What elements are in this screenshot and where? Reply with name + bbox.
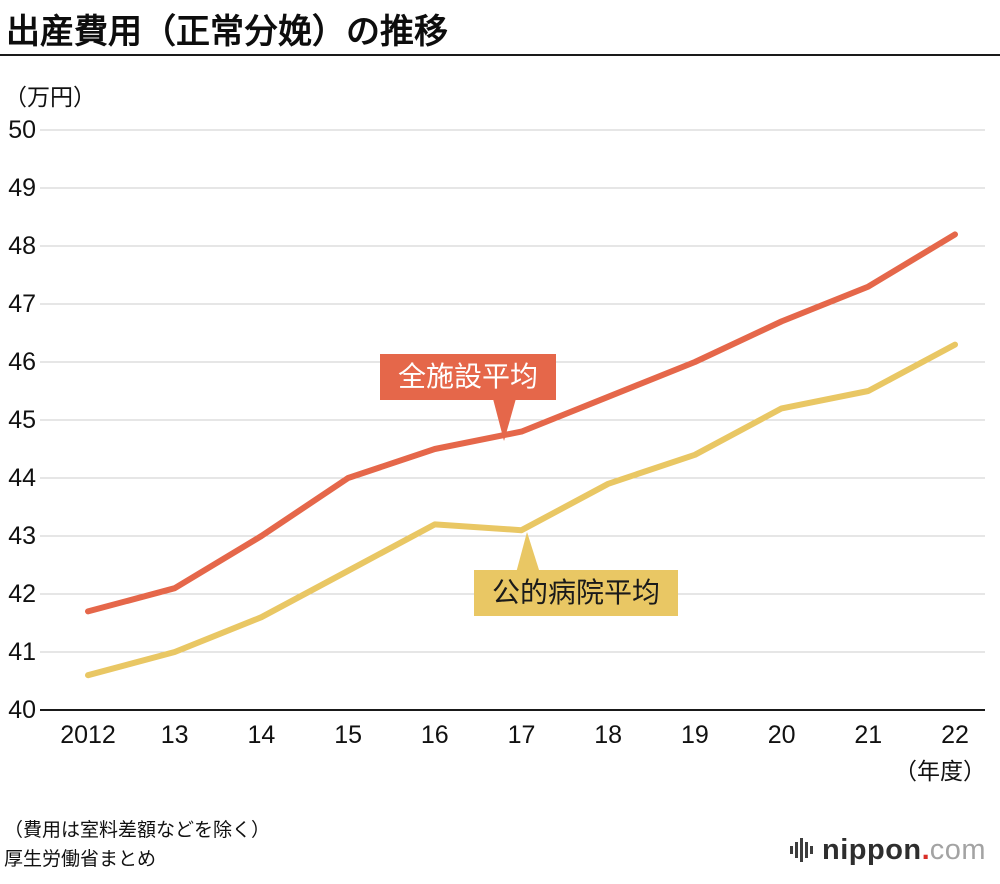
x-tick-label: 14: [247, 721, 276, 749]
x-axis-unit-label: （年度）: [894, 758, 986, 784]
y-tick-label: 40: [8, 696, 36, 724]
chart-header: 出産費用（正常分娩）の推移: [0, 0, 1000, 56]
y-tick-label: 46: [8, 348, 36, 376]
x-tick-label: 18: [594, 721, 623, 749]
series-line-0: [85, 231, 958, 615]
series-label-public-hospital: 公的病院平均: [474, 570, 679, 616]
x-tick-label: 20: [767, 721, 796, 749]
x-tick-label: 22: [941, 721, 969, 749]
x-tick-label: 15: [334, 721, 362, 749]
logo-text-com: com: [929, 833, 986, 866]
series-line-1: [85, 341, 958, 679]
y-tick-label: 41: [8, 638, 36, 666]
chart-title: 出産費用（正常分娩）の推移: [6, 13, 448, 51]
y-axis-unit-label: （万円）: [4, 84, 96, 110]
note-cost-exclusion: （費用は室料差額などを除く）: [4, 820, 271, 841]
nippon-logo-bars-icon: [790, 838, 813, 862]
y-tick-label: 50: [8, 116, 36, 144]
x-tick-label: 13: [160, 721, 189, 749]
y-tick-label: 47: [8, 290, 36, 318]
y-tick-label: 45: [8, 406, 36, 434]
series-label-pointer-all-facilities: [492, 395, 517, 441]
y-tick-label: 49: [8, 174, 36, 202]
logo-text-nippon: nippon: [822, 833, 922, 866]
series-label-pointer-public-hospital: [516, 532, 540, 573]
y-tick-label: 48: [8, 232, 36, 260]
grid-layer: [40, 129, 985, 711]
nippon-com-logo: nippon. com: [790, 834, 986, 866]
x-tick-label: 16: [420, 721, 449, 749]
note-source: 厚生労働省まとめ: [4, 849, 157, 870]
y-tick-label: 42: [8, 580, 36, 608]
x-tick-label: 21: [854, 721, 883, 749]
y-tick-label: 43: [8, 522, 36, 550]
x-tick-label: 17: [507, 721, 536, 749]
series-layer: [85, 231, 958, 679]
logo-dot: .: [921, 833, 930, 866]
y-tick-label: 44: [8, 464, 36, 492]
footnotes: （費用は室料差額などを除く） 厚生労働省まとめ: [4, 816, 270, 874]
series-label-all-facilities: 全施設平均: [380, 354, 557, 400]
x-tick-label: 19: [680, 721, 709, 749]
x-tick-label: 2012: [60, 721, 116, 749]
